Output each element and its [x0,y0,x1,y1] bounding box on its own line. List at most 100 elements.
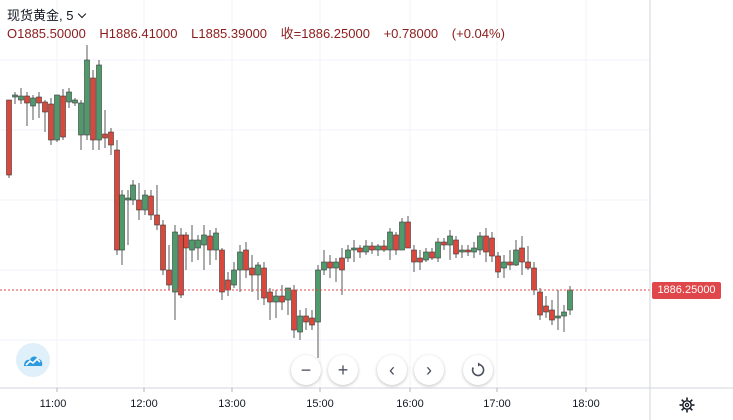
candle [447,230,453,260]
candle [166,245,172,290]
high-value: H1886.41000 [99,26,178,41]
candle [90,70,96,150]
candle [381,240,387,252]
candle [183,232,189,270]
open-value: O1885.50000 [7,26,86,41]
candle [345,245,351,262]
candle [225,272,231,296]
candle [261,262,267,305]
candle [84,45,90,140]
candle [435,238,441,262]
settings-icon[interactable] [679,397,695,413]
scroll-right-button[interactable]: › [414,355,444,385]
candle [48,98,54,145]
symbol-name: 现货黄金 [7,8,60,23]
candle [148,190,154,220]
candle [219,248,225,300]
candle [130,180,136,205]
candle [315,265,321,358]
symbol-interval: , 5 [59,8,74,23]
candle [207,230,213,265]
candle [411,245,417,272]
candles [6,45,573,358]
current-price-label: 1886.25000 [652,282,721,299]
candle [303,308,309,330]
symbol-title[interactable]: 现货黄金 , 5 [7,7,515,25]
candle [429,248,435,260]
candle [189,225,195,262]
candle [108,128,114,155]
time-label: 13:00 [218,398,246,410]
candle [363,240,369,255]
chevron-down-icon[interactable] [78,9,87,19]
candle [405,216,411,249]
candle [507,250,513,270]
candle [339,248,345,295]
candle [243,242,249,278]
tradingview-logo-icon [24,356,43,366]
candle [72,98,78,106]
candle [525,246,531,270]
candle [291,285,297,338]
time-label: 12:00 [130,398,158,410]
candle [136,183,142,220]
candle [549,300,555,325]
change-percent: (+0.04%) [451,26,505,41]
candle [501,255,507,278]
candle [543,296,549,318]
candle [142,190,148,215]
candle [102,110,108,148]
candle [201,225,207,270]
zoom-in-button[interactable]: + [328,355,358,385]
candle [453,236,459,258]
candle [231,262,237,288]
candle [519,236,525,275]
candle [279,285,285,310]
candle [119,190,125,265]
candle [249,255,255,292]
candle [309,310,315,330]
candle [459,245,465,258]
low-value: L1885.39000 [191,26,268,41]
candle [393,232,399,255]
candle [114,140,120,255]
candle [477,232,483,255]
candle [327,255,333,278]
candle [285,287,291,315]
candle [333,258,339,282]
candle [6,99,12,178]
candle [78,100,84,150]
time-label: 15:00 [306,398,334,410]
candle [465,245,471,256]
candle [387,228,393,260]
candle [12,92,18,104]
reset-button[interactable] [463,355,493,385]
candle [537,288,543,320]
tradingview-logo-button[interactable] [16,343,50,377]
candle [66,88,72,108]
candle [555,290,561,330]
candle [125,190,131,245]
candle [471,242,477,258]
reset-icon [471,362,485,377]
candle [195,235,201,260]
candle [513,240,519,266]
time-axis-ticks [56,388,587,392]
candle [267,288,273,320]
scroll-left-button[interactable]: ‹ [377,355,407,385]
candle [154,185,160,230]
candle [561,305,567,332]
change-value: +0.78000 [383,26,439,41]
time-label: 17:00 [483,398,511,410]
ohlc-values: O1885.50000 H1886.41000 L1885.39000 收=18… [7,25,515,43]
candle [60,89,66,140]
candle [351,240,357,262]
candle [399,218,405,251]
candle [297,310,303,340]
candle [36,92,42,118]
candle [321,250,327,275]
zoom-out-button[interactable]: − [291,355,321,385]
candle [172,225,178,320]
